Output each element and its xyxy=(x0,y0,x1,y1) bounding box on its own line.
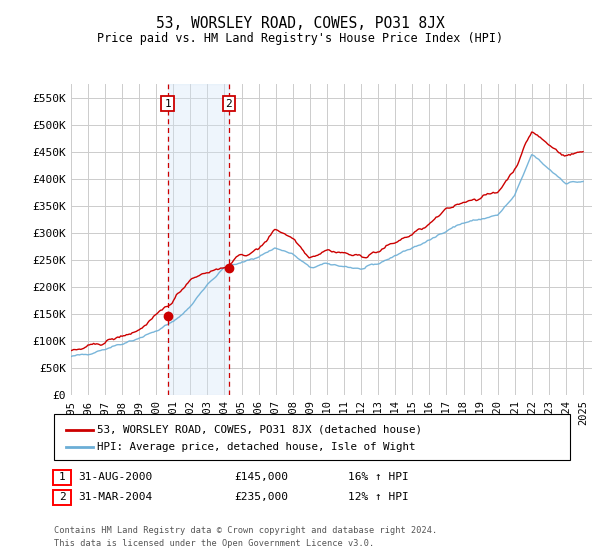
Text: 16% ↑ HPI: 16% ↑ HPI xyxy=(348,472,409,482)
Text: 31-MAR-2004: 31-MAR-2004 xyxy=(78,492,152,502)
Text: 2: 2 xyxy=(59,492,66,502)
Text: HPI: Average price, detached house, Isle of Wight: HPI: Average price, detached house, Isle… xyxy=(97,442,416,452)
Text: 1: 1 xyxy=(59,472,66,482)
Text: 1: 1 xyxy=(164,99,171,109)
Text: Contains HM Land Registry data © Crown copyright and database right 2024.: Contains HM Land Registry data © Crown c… xyxy=(54,526,437,535)
Text: 2: 2 xyxy=(226,99,232,109)
Text: 31-AUG-2000: 31-AUG-2000 xyxy=(78,472,152,482)
Text: 53, WORSLEY ROAD, COWES, PO31 8JX (detached house): 53, WORSLEY ROAD, COWES, PO31 8JX (detac… xyxy=(97,424,422,435)
Text: This data is licensed under the Open Government Licence v3.0.: This data is licensed under the Open Gov… xyxy=(54,539,374,548)
Text: £235,000: £235,000 xyxy=(234,492,288,502)
Text: Price paid vs. HM Land Registry's House Price Index (HPI): Price paid vs. HM Land Registry's House … xyxy=(97,32,503,45)
Text: £145,000: £145,000 xyxy=(234,472,288,482)
Text: 12% ↑ HPI: 12% ↑ HPI xyxy=(348,492,409,502)
Bar xyxy=(167,84,229,395)
Text: 53, WORSLEY ROAD, COWES, PO31 8JX: 53, WORSLEY ROAD, COWES, PO31 8JX xyxy=(155,16,445,31)
